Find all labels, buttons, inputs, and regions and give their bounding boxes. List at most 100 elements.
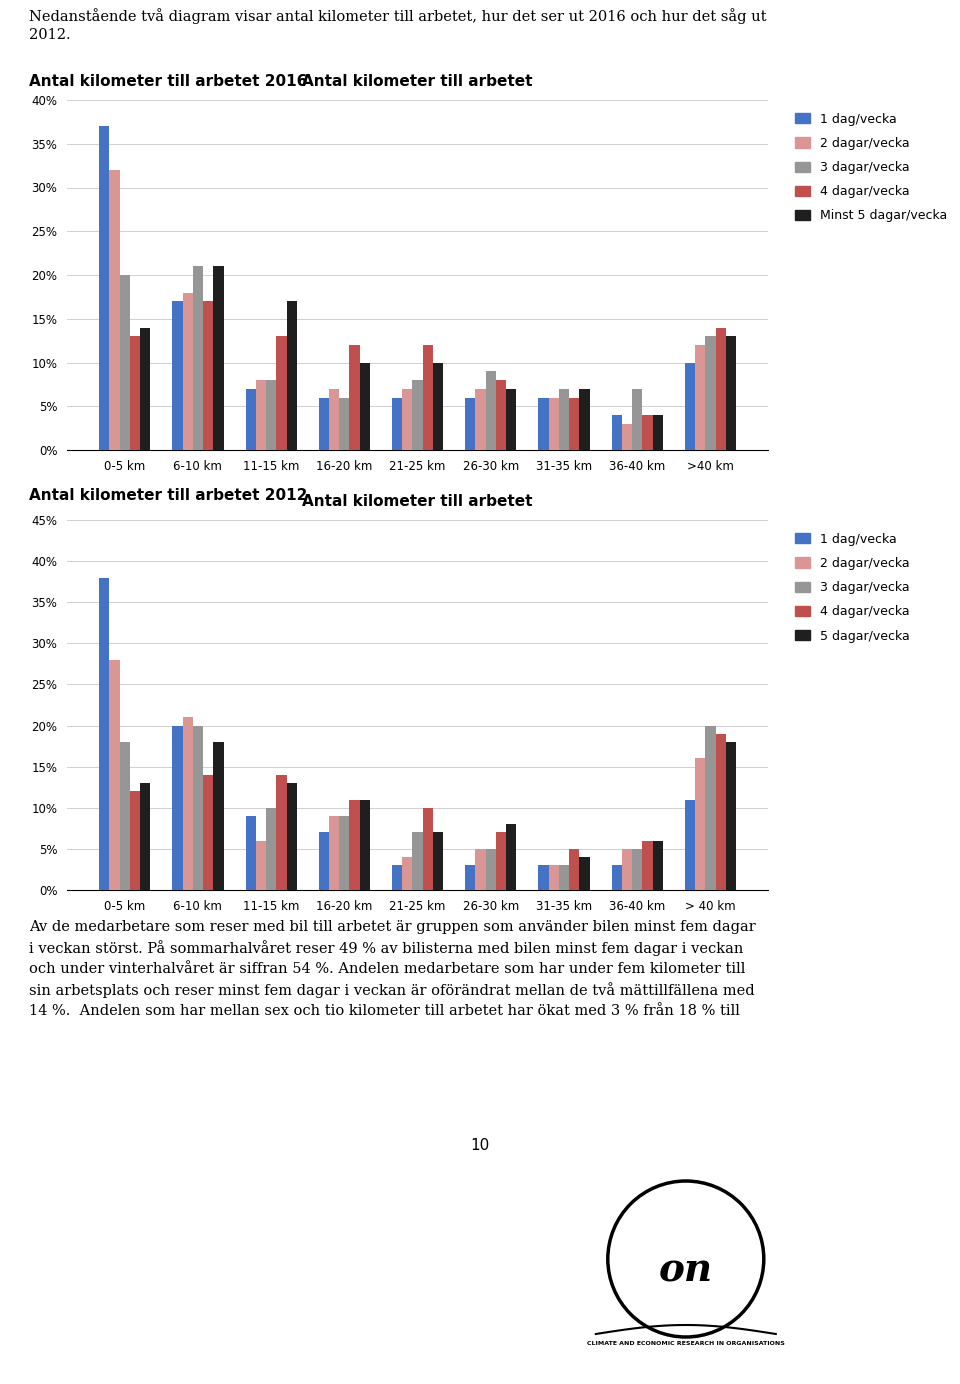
- Bar: [286, 783, 297, 890]
- Bar: [339, 817, 349, 890]
- Bar: [329, 817, 339, 890]
- Bar: [349, 345, 360, 450]
- Bar: [182, 292, 193, 450]
- Bar: [140, 783, 151, 890]
- Bar: [506, 825, 516, 890]
- Text: Antal kilometer till arbetet 2012: Antal kilometer till arbetet 2012: [29, 489, 307, 504]
- Bar: [402, 857, 413, 890]
- Bar: [246, 817, 255, 890]
- Bar: [319, 397, 329, 450]
- Bar: [715, 734, 726, 890]
- Text: on: on: [659, 1253, 713, 1290]
- Bar: [466, 865, 475, 890]
- Bar: [203, 775, 213, 890]
- Bar: [392, 397, 402, 450]
- Bar: [329, 389, 339, 450]
- Bar: [246, 389, 255, 450]
- Bar: [392, 865, 402, 890]
- Bar: [276, 775, 286, 890]
- Bar: [360, 800, 370, 890]
- Bar: [182, 717, 193, 890]
- Bar: [413, 381, 422, 450]
- Bar: [715, 328, 726, 450]
- Bar: [130, 336, 140, 450]
- Bar: [402, 389, 413, 450]
- Bar: [140, 328, 151, 450]
- Bar: [539, 397, 549, 450]
- Bar: [266, 381, 276, 450]
- Bar: [706, 725, 715, 890]
- Legend: 1 dag/vecka, 2 dagar/vecka, 3 dagar/vecka, 4 dagar/vecka, Minst 5 dagar/vecka: 1 dag/vecka, 2 dagar/vecka, 3 dagar/veck…: [788, 107, 953, 228]
- Legend: 1 dag/vecka, 2 dagar/vecka, 3 dagar/vecka, 4 dagar/vecka, 5 dagar/vecka: 1 dag/vecka, 2 dagar/vecka, 3 dagar/veck…: [788, 526, 916, 649]
- Bar: [466, 397, 475, 450]
- Bar: [496, 381, 506, 450]
- Bar: [339, 397, 349, 450]
- Bar: [286, 302, 297, 450]
- Bar: [642, 415, 653, 450]
- Bar: [213, 742, 224, 890]
- Bar: [684, 800, 695, 890]
- Bar: [213, 266, 224, 450]
- Bar: [642, 840, 653, 890]
- Bar: [172, 302, 182, 450]
- Bar: [255, 840, 266, 890]
- Bar: [622, 424, 633, 450]
- Bar: [413, 832, 422, 890]
- Bar: [726, 336, 736, 450]
- Bar: [172, 725, 182, 890]
- Text: Antal kilometer till arbetet 2016: Antal kilometer till arbetet 2016: [29, 73, 307, 89]
- Bar: [255, 381, 266, 450]
- Bar: [486, 371, 496, 450]
- Bar: [653, 415, 663, 450]
- Title: Antal kilometer till arbetet: Antal kilometer till arbetet: [302, 75, 533, 89]
- Bar: [569, 397, 580, 450]
- Bar: [695, 758, 706, 890]
- Bar: [130, 792, 140, 890]
- Text: Nedanstående två diagram visar antal kilometer till arbetet, hur det ser ut 2016: Nedanstående två diagram visar antal kil…: [29, 8, 766, 43]
- Bar: [549, 397, 559, 450]
- Bar: [706, 336, 715, 450]
- Bar: [360, 363, 370, 450]
- Bar: [726, 742, 736, 890]
- Bar: [203, 302, 213, 450]
- Bar: [569, 848, 580, 890]
- Bar: [120, 742, 130, 890]
- Text: CLIMATE AND ECONOMIC RESEARCH IN ORGANISATIONS: CLIMATE AND ECONOMIC RESEARCH IN ORGANIS…: [587, 1341, 784, 1347]
- Bar: [475, 848, 486, 890]
- Bar: [622, 848, 633, 890]
- Bar: [422, 808, 433, 890]
- Bar: [99, 577, 109, 890]
- Bar: [549, 865, 559, 890]
- Title: Antal kilometer till arbetet: Antal kilometer till arbetet: [302, 494, 533, 509]
- Bar: [99, 126, 109, 450]
- Text: Av de medarbetare som reser med bil till arbetet är gruppen som använder bilen m: Av de medarbetare som reser med bil till…: [29, 920, 756, 1017]
- Bar: [433, 832, 444, 890]
- Bar: [612, 865, 622, 890]
- Bar: [695, 345, 706, 450]
- Text: 10: 10: [470, 1138, 490, 1153]
- Bar: [109, 660, 120, 890]
- Bar: [496, 832, 506, 890]
- Bar: [109, 170, 120, 450]
- Bar: [266, 808, 276, 890]
- Bar: [633, 389, 642, 450]
- Bar: [539, 865, 549, 890]
- Bar: [559, 865, 569, 890]
- Bar: [580, 857, 589, 890]
- Bar: [319, 832, 329, 890]
- Bar: [559, 389, 569, 450]
- Bar: [276, 336, 286, 450]
- Bar: [349, 800, 360, 890]
- Bar: [506, 389, 516, 450]
- Bar: [193, 266, 203, 450]
- Bar: [580, 389, 589, 450]
- Bar: [486, 848, 496, 890]
- Bar: [193, 725, 203, 890]
- Bar: [653, 840, 663, 890]
- Bar: [422, 345, 433, 450]
- Bar: [612, 415, 622, 450]
- Bar: [433, 363, 444, 450]
- Bar: [120, 275, 130, 450]
- Bar: [684, 363, 695, 450]
- Bar: [633, 848, 642, 890]
